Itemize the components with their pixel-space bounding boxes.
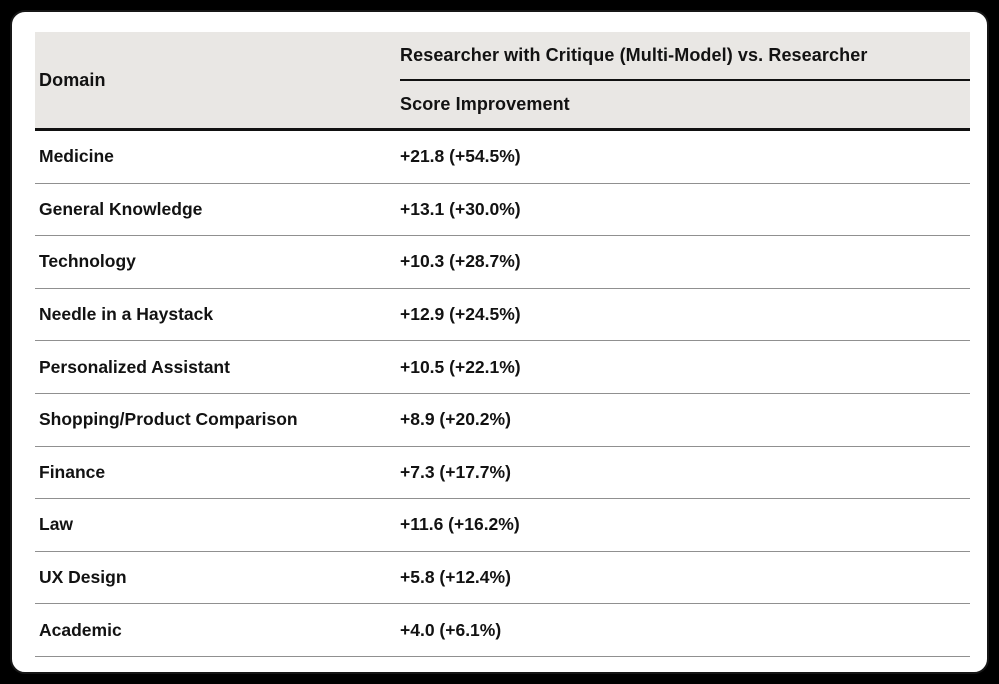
score-improvement-cell: +7.3 (+17.7%): [400, 461, 511, 482]
table-row-finance: Finance +7.3 (+17.7%): [35, 447, 970, 500]
domain-cell: Needle in a Haystack: [39, 304, 214, 325]
column-header-group-label: Researcher with Critique (Multi-Model) v…: [400, 45, 868, 65]
score-improvement-cell: +8.9 (+20.2%): [400, 409, 511, 430]
score-improvement-cell: +10.3 (+28.7%): [400, 251, 521, 272]
domain-cell: Academic: [39, 619, 122, 640]
score-improvement-cell: +4.0 (+6.1%): [400, 619, 502, 640]
domain-cell: Medicine: [39, 146, 114, 167]
table-row-personalized-assistant: Personalized Assistant +10.5 (+22.1%): [35, 341, 970, 394]
domain-cell: UX Design: [39, 567, 127, 588]
domain-cell: Technology: [39, 251, 136, 272]
score-improvement-cell: +12.9 (+24.5%): [400, 304, 521, 325]
table-header: Domain Researcher with Critique (Multi-M…: [35, 32, 970, 131]
domain-cell: Personalized Assistant: [39, 356, 230, 377]
table-row-general-knowledge: General Knowledge +13.1 (+30.0%): [35, 184, 970, 237]
table-row-law: Law +11.6 (+16.2%): [35, 499, 970, 552]
table-row-needle-in-a-haystack: Needle in a Haystack +12.9 (+24.5%): [35, 289, 970, 342]
score-improvement-cell: +10.5 (+22.1%): [400, 356, 521, 377]
score-improvement-cell: +5.8 (+12.4%): [400, 567, 511, 588]
column-header-score-improvement: Score Improvement: [400, 94, 570, 114]
comparison-table: Domain Researcher with Critique (Multi-M…: [35, 32, 970, 657]
score-improvement-cell: +11.6 (+16.2%): [400, 514, 520, 535]
table-row-medicine: Medicine +21.8 (+54.5%): [35, 131, 970, 184]
table-card: Domain Researcher with Critique (Multi-M…: [10, 10, 989, 674]
table-row-technology: Technology +10.3 (+28.7%): [35, 236, 970, 289]
table-body: Medicine +21.8 (+54.5%) General Knowledg…: [35, 131, 970, 657]
domain-cell: Law: [39, 514, 74, 535]
column-header-group-cell: Researcher with Critique (Multi-Model) v…: [400, 32, 970, 128]
table-row-shopping-product-comparison: Shopping/Product Comparison +8.9 (+20.2%…: [35, 394, 970, 447]
column-header-domain: Domain: [39, 69, 106, 90]
domain-cell: General Knowledge: [39, 198, 203, 219]
header-divider-rule: [400, 79, 970, 81]
table-row-ux-design: UX Design +5.8 (+12.4%): [35, 552, 970, 605]
domain-cell: Finance: [39, 461, 106, 482]
table-row-academic: Academic +4.0 (+6.1%): [35, 604, 970, 657]
score-improvement-cell: +13.1 (+30.0%): [400, 198, 521, 219]
score-improvement-cell: +21.8 (+54.5%): [400, 146, 521, 167]
domain-cell: Shopping/Product Comparison: [39, 409, 298, 430]
